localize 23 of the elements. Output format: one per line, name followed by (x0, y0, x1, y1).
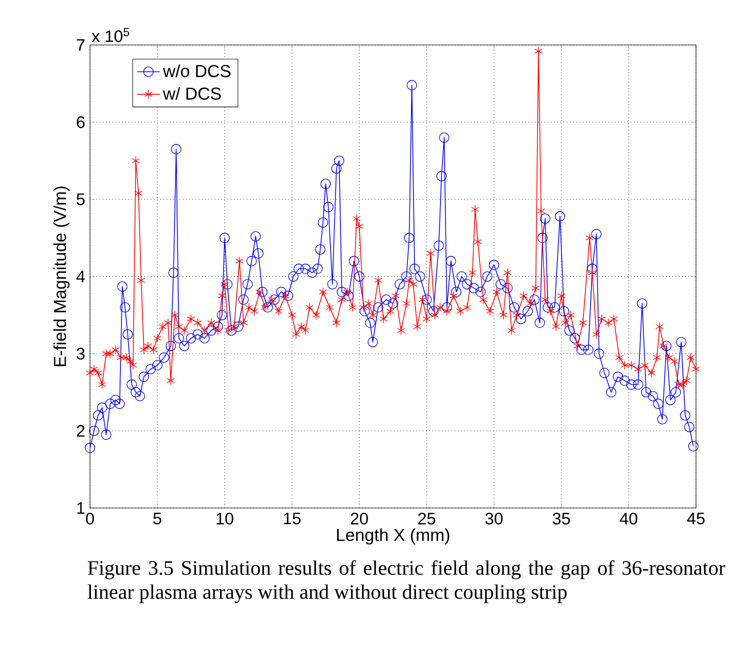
x-tick-label: 40 (620, 512, 638, 525)
legend-label: w/o DCS (162, 64, 230, 78)
x-tick-label: 30 (485, 512, 503, 525)
y-tick-label: 7 (76, 39, 84, 51)
x-tick-label: 20 (350, 512, 368, 525)
y-axis-title: E-field Magnitude (V/m) (53, 186, 70, 366)
x-tick-label: 5 (153, 512, 162, 524)
y-tick-label: 3 (76, 348, 85, 360)
y-tick-label: 1 (77, 502, 84, 514)
text: x 10$^{5}$ (92, 28, 130, 42)
y-tick-label: 4 (76, 270, 85, 282)
x-tick-label: 15 (284, 512, 301, 524)
y-tick-label: 2 (76, 425, 84, 437)
y-tick-label: 6 (76, 116, 85, 128)
x-tick-label: 35 (552, 512, 570, 525)
x-tick-label: 10 (216, 512, 234, 525)
y-tick-label: 5 (76, 194, 85, 206)
legend-label: w/ DCS (162, 87, 221, 100)
x-tick-label: 45 (687, 512, 705, 524)
x-axis-title: Length X (mm) (337, 528, 450, 544)
caption: Figure 3.5 Simulation results of electric field along the gap of 36-resonator linear plasma arrays with and without direct coupling strip (88, 560, 726, 604)
x-tick-label: 0 (86, 512, 94, 525)
x-tick-label: 25 (418, 512, 436, 525)
